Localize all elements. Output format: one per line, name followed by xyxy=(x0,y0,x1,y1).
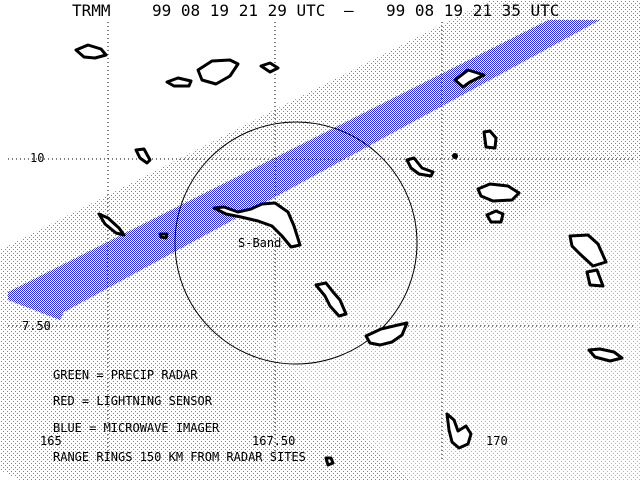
island xyxy=(587,347,624,363)
island xyxy=(452,153,458,159)
lon-label-165: 165 xyxy=(40,434,62,448)
start-time: 99 08 19 21 29 UTC xyxy=(152,1,325,20)
island xyxy=(476,182,521,203)
island xyxy=(97,212,126,237)
radar-site-label: S-Band xyxy=(238,236,281,250)
island xyxy=(482,129,498,150)
island xyxy=(165,76,193,88)
island xyxy=(453,68,486,89)
microwave-imager-swath xyxy=(8,20,600,320)
island xyxy=(259,61,280,74)
island xyxy=(314,281,348,318)
legend-blue: BLUE = MICROWAVE IMAGER xyxy=(53,421,220,435)
island xyxy=(74,43,108,60)
satellite-name: TRMM xyxy=(72,1,111,20)
legend-rings: RANGE RINGS 150 KM FROM RADAR SITES xyxy=(53,450,306,464)
island xyxy=(585,268,605,288)
island xyxy=(405,156,435,178)
island xyxy=(445,412,473,450)
island xyxy=(364,321,409,347)
islands xyxy=(74,43,624,467)
precip-radar-swath xyxy=(258,160,640,480)
island xyxy=(196,58,240,86)
island xyxy=(212,201,302,249)
end-time: 99 08 19 21 35 UTC xyxy=(386,1,559,20)
island xyxy=(134,147,152,165)
legend-red: RED = LIGHTNING SENSOR xyxy=(53,394,213,408)
lat-label-7-5: 7.50 xyxy=(22,319,51,333)
island xyxy=(158,232,169,240)
radar-range-ring xyxy=(174,121,418,365)
time-separator: – xyxy=(344,1,354,20)
lon-label-167-5: 167.50 xyxy=(252,434,295,448)
legend: GREEN = PRECIP RADAR RED = LIGHTNING SEN… xyxy=(53,368,306,464)
lat-label-10: 10 xyxy=(30,151,44,165)
island xyxy=(485,209,505,224)
legend-green: GREEN = PRECIP RADAR xyxy=(53,368,198,382)
lon-label-170: 170 xyxy=(486,434,508,448)
lat-lon-grid xyxy=(8,22,634,460)
island xyxy=(568,233,608,268)
island xyxy=(324,456,335,467)
